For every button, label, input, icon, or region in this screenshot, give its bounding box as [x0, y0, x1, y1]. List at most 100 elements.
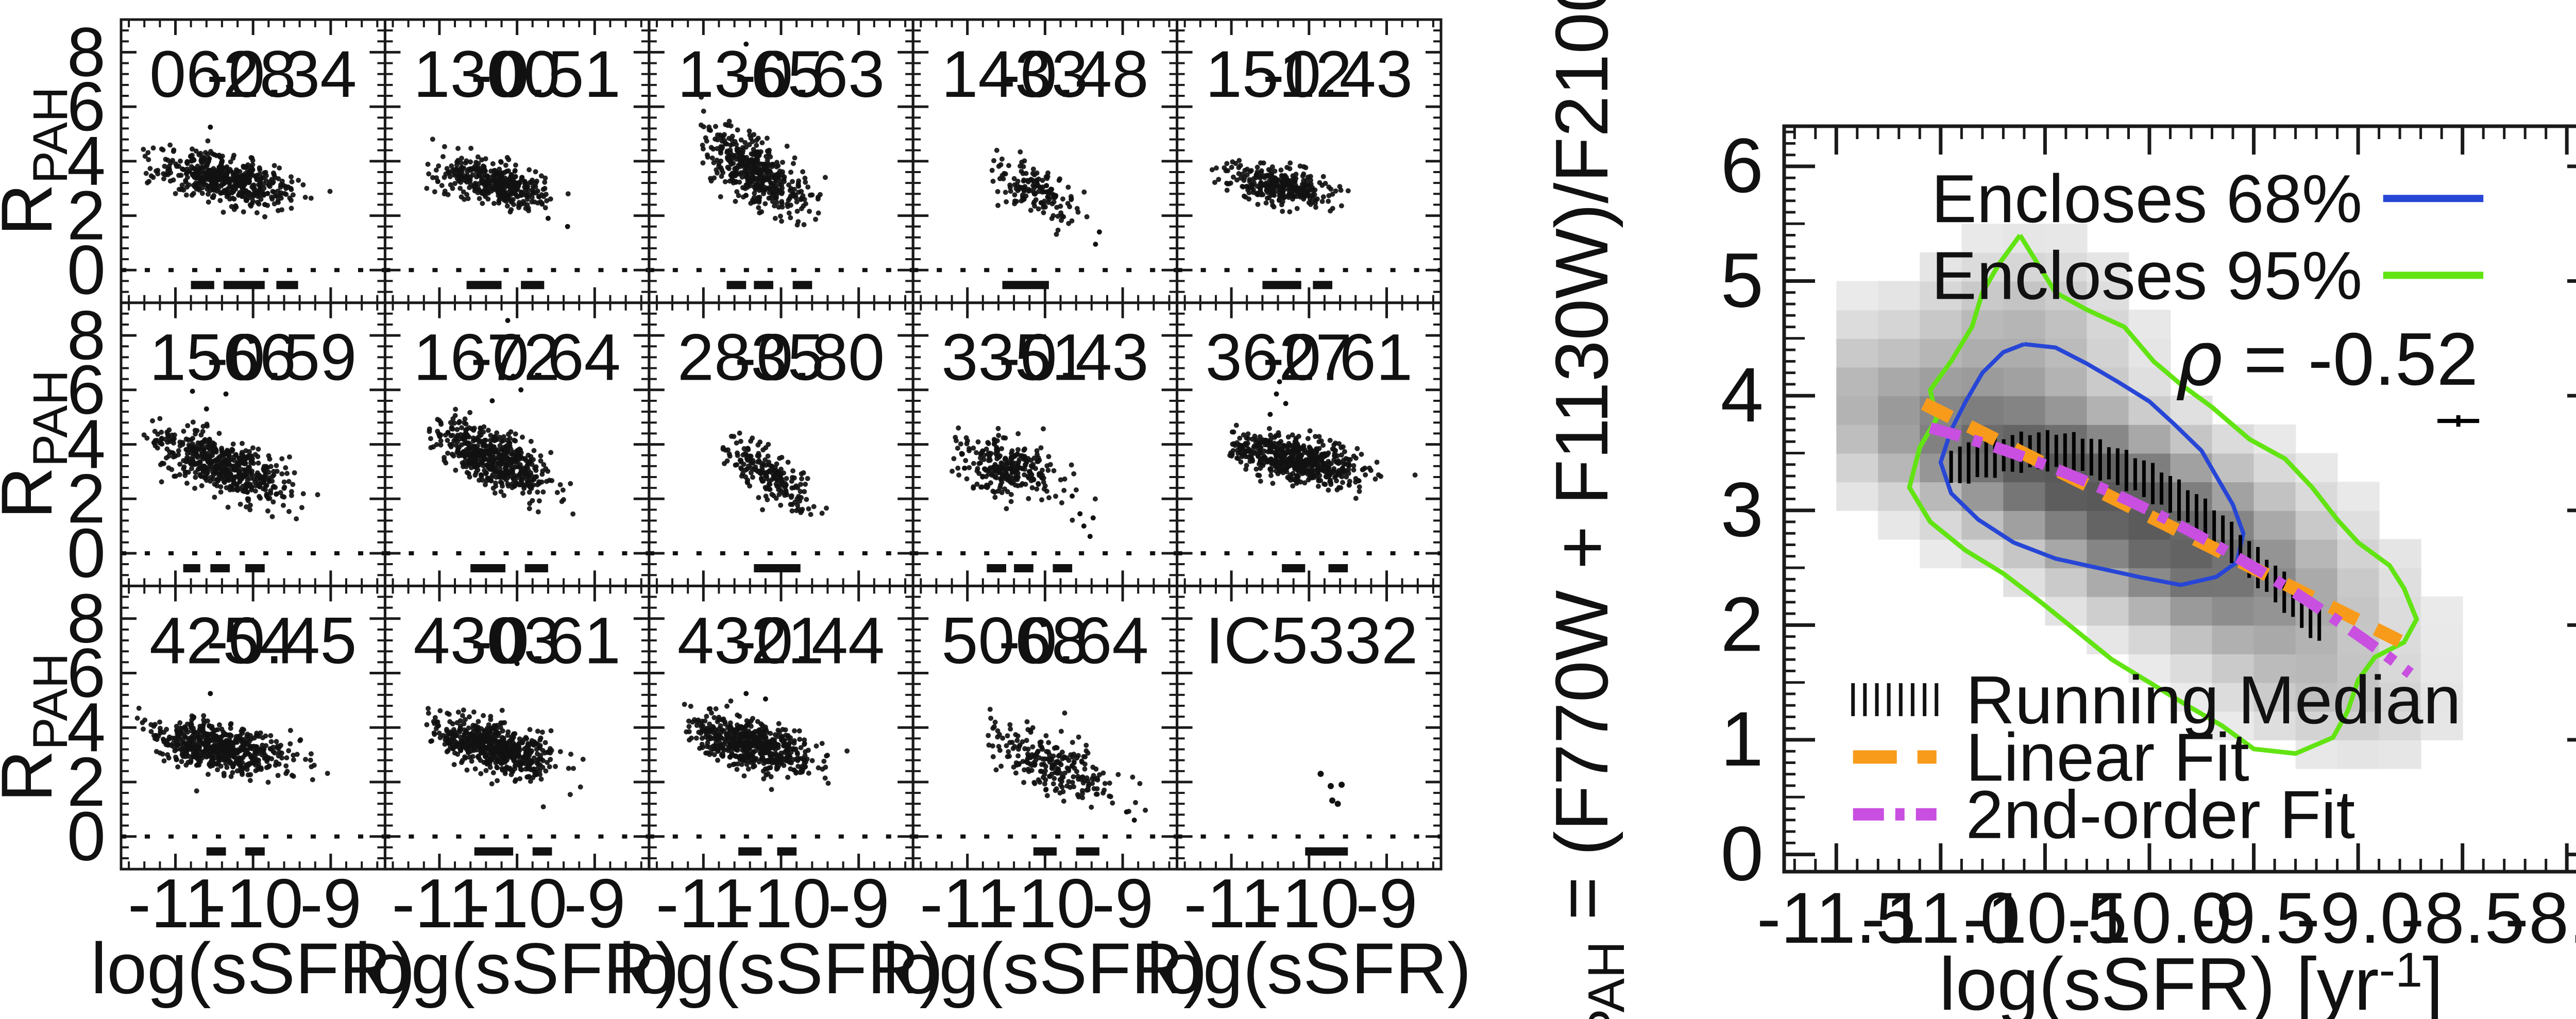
contour-95	[1907, 233, 2419, 756]
x-tick-label: -11	[128, 864, 223, 942]
galaxy-label: 1365	[677, 38, 824, 111]
y-tick-label: 2	[67, 460, 106, 537]
y-tick-label: 0	[67, 797, 106, 875]
galaxy-label: 3351	[941, 321, 1088, 395]
panel-1300: 1300-0.51	[383, 18, 651, 304]
x-axis-label: log(sSFR)	[91, 928, 415, 1009]
x-tick-label: -8.0	[2505, 877, 2576, 958]
rho-label: ρ = -0.52	[2175, 316, 2478, 403]
legend-label-2: 2nd-order Fit	[1966, 777, 2355, 853]
scatter-points	[1209, 158, 1351, 215]
galaxy-label: 2835	[677, 321, 824, 395]
x-axis-label: log(sSFR)	[1147, 928, 1471, 1009]
running-median	[1949, 430, 2321, 641]
y-tick-label: 8	[67, 13, 106, 91]
x-axis-label: log(sSFR)	[883, 928, 1207, 1009]
left-grid-svg: 0628-0.34 1300-0.51 1365-0.63 1433-0.48 1512…	[0, 13, 1471, 1009]
y-tick-label: 2	[1721, 581, 1764, 667]
y-axis-label: RPAH	[0, 370, 78, 519]
scatter-points	[1317, 771, 1345, 807]
left-grid-figure: 0628 -0.34 1300 -0.51 1365 -0.63 1433 -0.48 1512…	[0, 13, 1471, 1009]
x-tick-label: -10	[995, 864, 1095, 942]
correlation-label: -0.34	[207, 38, 357, 111]
y-tick-label: 3	[1721, 466, 1764, 553]
correlation-label: -0.44	[734, 604, 885, 677]
x-tick-label: -8.5	[2400, 877, 2524, 958]
correlation-label: -0.43	[1262, 38, 1413, 111]
density-figure: -11.5-11.0-10.5-10.0-9.5-9.0-8.5-8.0 0 1 2 3…	[1546, 0, 2576, 1019]
galaxy-label: 4321	[677, 604, 824, 677]
legend-label-0: Running Median	[1966, 662, 2461, 738]
galaxy-label: 4254	[149, 604, 296, 677]
correlation-label: -0.64	[470, 321, 621, 395]
y-tick-label: 6	[67, 634, 106, 712]
galaxy-label: 1672	[413, 321, 560, 395]
y-axis-label: RPAH = (F770W + F1130W)/F2100W	[1546, 0, 1635, 1019]
x-tick-label: -9	[300, 864, 362, 942]
scatter-points	[424, 137, 571, 229]
panel-4303: 4303-0.61	[383, 584, 651, 871]
correlation-label: -0.45	[207, 604, 357, 677]
scatter-points	[950, 425, 1098, 539]
scatter-points	[427, 318, 576, 517]
y-tick-label: 4	[67, 405, 106, 483]
galaxy-label: 1566	[149, 321, 296, 395]
x-axis-label: log(sSFR) [yr-1]	[1939, 942, 2444, 1019]
y-tick-label: 6	[67, 351, 106, 429]
correlation-label: -0.61	[470, 604, 621, 677]
density-svg: -11.5-11.0-10.5-10.0-9.5-9.0-8.5-8.0 0 1 2 3…	[1546, 0, 2576, 1019]
x-tick-label: -10	[203, 864, 303, 942]
scatter-points	[682, 691, 850, 792]
x-tick-label: -10.0	[2067, 877, 2231, 958]
scatter-points	[141, 388, 320, 522]
x-tick-label: -9	[828, 864, 890, 942]
panel-3627: 3627-0.61	[1176, 301, 1443, 587]
x-axis-label: log(sSFR)	[619, 928, 943, 1009]
panel-1433: 1433-0.48	[911, 18, 1179, 304]
correlation-label: -0.80	[734, 321, 885, 395]
y-tick-label: 4	[67, 688, 106, 766]
legend-label-1: Linear Fit	[1966, 719, 2249, 795]
panel-1365: 1365-0.63	[648, 18, 914, 304]
correlation-label: -0.48	[998, 38, 1149, 111]
panel-1512: 1512-0.43	[1176, 18, 1443, 304]
x-tick-label: -11	[392, 864, 487, 942]
scatter-points	[698, 41, 828, 228]
correlation-label: -0.43	[998, 321, 1149, 395]
correlation-label: -0.51	[470, 38, 621, 111]
x-tick-label: -9	[1355, 864, 1417, 942]
x-tick-label: -11	[920, 864, 1015, 942]
panel-1566: 1566-0.59	[120, 301, 386, 587]
galaxy-label: 0628	[149, 38, 296, 111]
x-tick-label: -11.5	[1757, 877, 1916, 958]
scatter-points	[134, 691, 330, 794]
panel-4321: 4321-0.44	[648, 584, 914, 871]
panel-0628: 0628-0.34	[120, 18, 386, 304]
scatter-points	[141, 124, 333, 219]
y-tick-label: 0	[67, 231, 106, 309]
panel-3351: 3351-0.43	[911, 301, 1179, 587]
correlation-label: -0.59	[207, 321, 357, 395]
x-tick-label: -10.5	[1963, 877, 2127, 958]
y-tick-label: 2	[67, 177, 106, 254]
galaxy-label: 1300	[413, 38, 560, 111]
x-tick-label: -9	[1092, 864, 1154, 942]
x-tick-label: -10	[731, 864, 831, 942]
y-tick-label: 6	[67, 67, 106, 145]
galaxy-label: IC5332	[1206, 604, 1418, 677]
x-tick-label: -9.5	[2192, 877, 2316, 958]
galaxy-label: 5068	[941, 604, 1088, 677]
galaxy-label: 3627	[1206, 321, 1352, 395]
y-tick-label: 4	[67, 122, 106, 200]
x-axis-label: log(sSFR)	[355, 928, 680, 1009]
x-tick-label: -9.0	[2296, 877, 2420, 958]
x-tick-label: -11	[656, 864, 751, 942]
y-axis-label: RPAH	[0, 653, 78, 802]
y-tick-label: 8	[67, 580, 106, 657]
y-tick-label: 1	[1721, 695, 1764, 782]
density-heatmap	[1836, 224, 2463, 769]
galaxy-label: 1512	[1206, 38, 1352, 111]
legend-label-95: Encloses 95%	[1931, 237, 2362, 313]
panel-IC5332: IC5332	[1176, 584, 1443, 871]
